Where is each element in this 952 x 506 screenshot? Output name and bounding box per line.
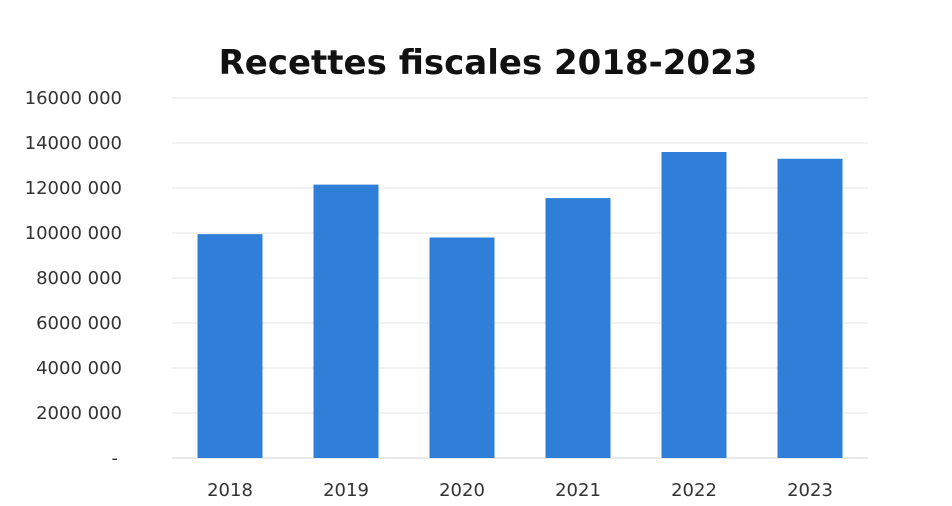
gridlines xyxy=(172,97,868,459)
bar-2018 xyxy=(197,234,263,458)
y-tick-label: 8000 000 xyxy=(36,268,122,289)
bar-2020 xyxy=(429,237,495,458)
y-tick-label: - xyxy=(112,448,119,469)
y-axis-ticks: - 2000 000 4000 000 6000 000 8000 000 10000 0… xyxy=(25,88,122,469)
bar-2019 xyxy=(313,184,379,458)
y-tick-label: 6000 000 xyxy=(36,313,122,334)
x-axis-ticks: 2018 2019 2020 2021 2022 2023 xyxy=(207,480,833,501)
bar-2022 xyxy=(661,152,727,458)
y-tick-label: 2000 000 xyxy=(36,403,122,424)
x-tick-label: 2020 xyxy=(439,480,485,501)
y-tick-label: 4000 000 xyxy=(36,358,122,379)
bars xyxy=(197,152,843,458)
bar-2021 xyxy=(545,198,611,458)
y-tick-label: 12000 000 xyxy=(25,178,122,199)
x-tick-label: 2018 xyxy=(207,480,253,501)
y-tick-label: 10000 000 xyxy=(25,223,122,244)
y-tick-label: 16000 000 xyxy=(25,88,122,109)
y-tick-label: 14000 000 xyxy=(25,133,122,154)
x-tick-label: 2021 xyxy=(555,480,601,501)
x-tick-label: 2023 xyxy=(787,480,833,501)
x-tick-label: 2022 xyxy=(671,480,717,501)
bar-2023 xyxy=(777,158,843,458)
chart-title: Recettes fiscales 2018-2023 xyxy=(219,43,758,83)
x-tick-label: 2019 xyxy=(323,480,369,501)
